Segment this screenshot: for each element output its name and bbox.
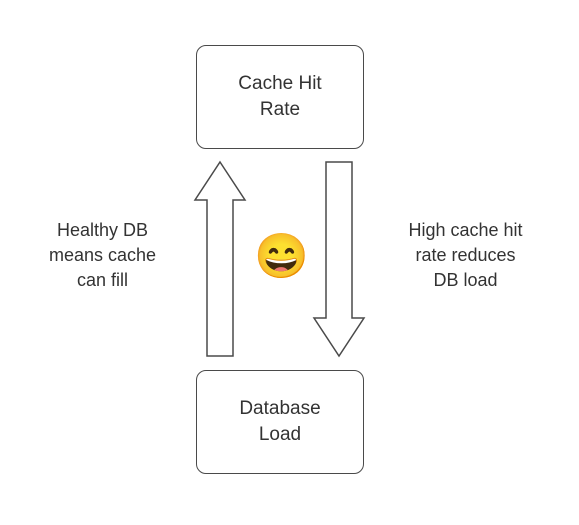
database-load-node: Database Load [196, 370, 364, 474]
up-arrow [193, 160, 247, 358]
down-arrow [312, 160, 366, 358]
cache-hit-rate-node: Cache Hit Rate [196, 45, 364, 149]
happy-face-icon: 😄 [254, 230, 306, 282]
left-caption: Healthy DB means cache can fill [30, 218, 175, 294]
right-caption: High cache hit rate reduces DB load [388, 218, 543, 294]
database-load-label: Database Load [239, 396, 320, 447]
cache-hit-rate-label: Cache Hit Rate [238, 71, 321, 122]
